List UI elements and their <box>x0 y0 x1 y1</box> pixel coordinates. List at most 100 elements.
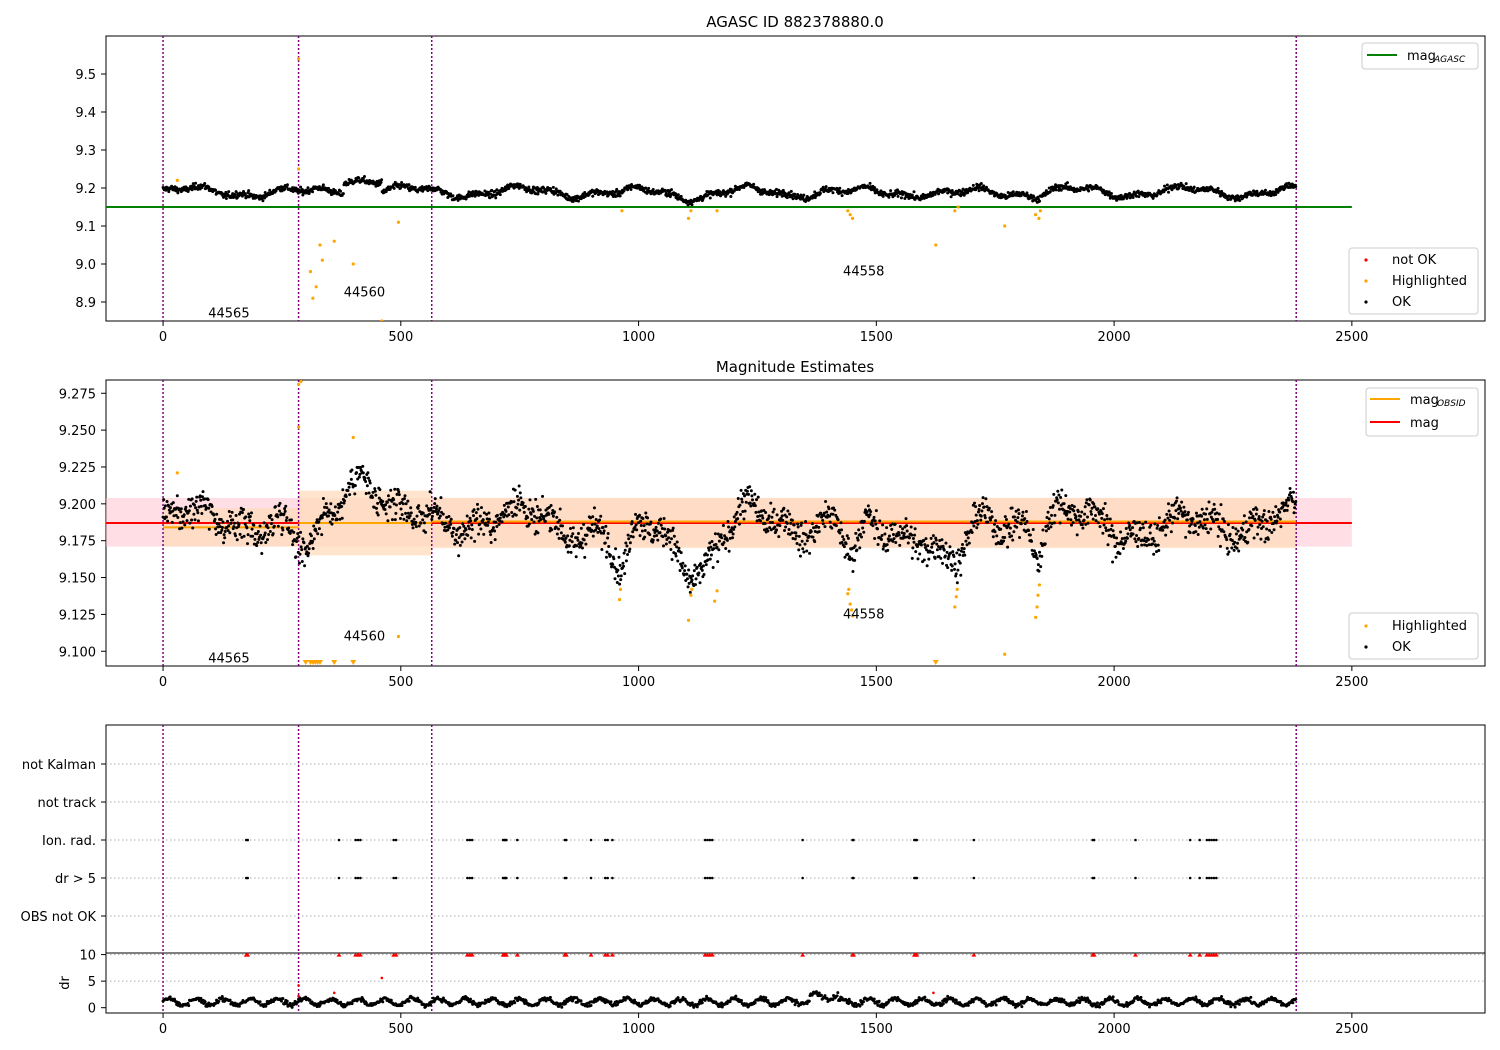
panel2-ok-point <box>457 554 461 558</box>
panel1-ok-point <box>1294 185 1298 189</box>
panel2-ok-point <box>177 508 181 512</box>
panel4-dr-point <box>228 998 232 1002</box>
panel2-ok-point <box>1289 491 1293 495</box>
panel1-frame <box>105 35 1486 322</box>
panel2-ok-point <box>547 512 551 516</box>
panel2-ok-point <box>804 533 808 537</box>
panel2-ok-point <box>1225 546 1229 550</box>
panel2-ok-point <box>485 512 489 516</box>
panel2-ok-point <box>1106 543 1110 547</box>
panel3-flag-point <box>606 876 609 880</box>
panel2-ok-point <box>729 530 733 534</box>
legend2-highlighted-label: Highlighted <box>1392 619 1467 634</box>
panel2-ok-point <box>868 513 872 517</box>
panel1-ok-point <box>400 181 404 185</box>
panel2-ok-point <box>813 529 817 533</box>
panel1-ok-point <box>384 190 388 194</box>
panel1-ok-point <box>191 182 195 186</box>
panel2-ok-point <box>753 504 757 508</box>
panel1-ok-point <box>1264 188 1268 192</box>
panel1-xtick-label: 1000 <box>622 330 655 345</box>
panel1-ok-point <box>304 188 308 192</box>
panel2-ok-point <box>593 522 597 526</box>
panel2-ok-point <box>905 524 909 528</box>
panel2-ok-point <box>664 542 668 546</box>
panel2-ok-point <box>727 525 731 529</box>
panel1-ok-point <box>1131 196 1135 200</box>
panel2-ok-point <box>348 493 352 497</box>
panel4-dr-point <box>668 1004 672 1008</box>
panel3-flag-point <box>337 876 341 880</box>
panel3-flag-point <box>915 876 919 880</box>
panel2-ok-point <box>1185 518 1189 522</box>
panel2-ok-point <box>1103 501 1107 505</box>
panel3-flag-point <box>470 876 474 880</box>
panel2-ok-point <box>636 521 640 525</box>
panel2-ok-point <box>216 531 220 535</box>
panel2-ok-point <box>905 529 909 533</box>
panel2-ok-point <box>526 515 530 519</box>
panel2-ok-point <box>1263 540 1267 544</box>
panel2-ok-point <box>1284 501 1288 505</box>
panel2-ok-point <box>827 507 831 511</box>
panel2-ok-point <box>1226 552 1230 556</box>
panel2-ok-point <box>932 541 936 545</box>
panel2-ok-point <box>206 498 210 502</box>
panel2-ok-point <box>305 544 309 548</box>
panel1-ok-point <box>831 191 835 195</box>
panel2-clipped-marker <box>331 660 338 665</box>
panel2-xtick-label: 1000 <box>622 675 655 690</box>
panel2-ok-point <box>671 528 675 532</box>
panel2-ok-point <box>312 537 316 541</box>
panel2-ok-point <box>768 521 772 525</box>
panel2-ok-point <box>687 568 691 572</box>
panel2-ok-point <box>253 537 257 541</box>
panel2-ok-point <box>699 562 703 566</box>
panel2-ok-point <box>347 485 351 489</box>
panel1-ok-point <box>881 194 885 198</box>
panel2-ok-point <box>964 539 968 543</box>
panel2-ok-point <box>1120 537 1124 541</box>
panel3-flag-point <box>603 876 607 880</box>
panel1-highlighted-point <box>1038 209 1042 213</box>
panel2-ok-point <box>558 507 562 511</box>
panel2-ok-point <box>707 548 711 552</box>
panel2-ok-point <box>284 518 288 522</box>
panel1-ok-point <box>813 190 817 194</box>
panel2-ok-point <box>1236 541 1240 545</box>
panel2-ok-point <box>1155 526 1159 530</box>
panel1-ok-point <box>984 185 988 189</box>
panel2-ok-point <box>498 519 502 523</box>
panel2-ok-point <box>938 539 942 543</box>
panel2-ok-point <box>375 511 379 515</box>
panel2-ok-point <box>649 520 653 524</box>
panel2-ok-point <box>879 537 883 541</box>
panel2-ok-point <box>1011 538 1015 542</box>
panel2-ok-point <box>383 508 387 512</box>
panel2-ok-point <box>1189 522 1193 526</box>
panel2-ok-point <box>324 502 328 506</box>
panel2-ok-point <box>788 512 792 516</box>
panel2-ok-point <box>246 533 250 537</box>
panel2-ok-point <box>1118 552 1122 556</box>
panel2-ok-point <box>1183 510 1187 514</box>
panel2-ok-point <box>605 550 609 554</box>
panel2-ok-point <box>993 530 997 534</box>
panel2-ok-point <box>190 497 194 501</box>
panel3-flag-point <box>337 838 341 842</box>
panel2-ok-point <box>1186 510 1190 514</box>
panel1-ok-point <box>311 190 315 194</box>
panel1-ytick-label: 9.1 <box>75 220 96 235</box>
panel1-ok-point <box>473 194 477 198</box>
panel2-ok-point <box>478 514 482 518</box>
panel2-ok-point <box>368 481 372 485</box>
panel2-ok-point <box>897 533 901 537</box>
panel2-ok-point <box>1110 524 1114 528</box>
panel3-flag-point <box>606 838 609 842</box>
panel2-ok-point <box>980 509 984 513</box>
panel2-ok-point <box>1218 544 1222 548</box>
panel2-ok-point <box>809 530 813 534</box>
panel2-ok-point <box>1198 520 1202 524</box>
panel2-ok-point <box>541 494 545 498</box>
panel2-ok-point <box>630 520 634 524</box>
